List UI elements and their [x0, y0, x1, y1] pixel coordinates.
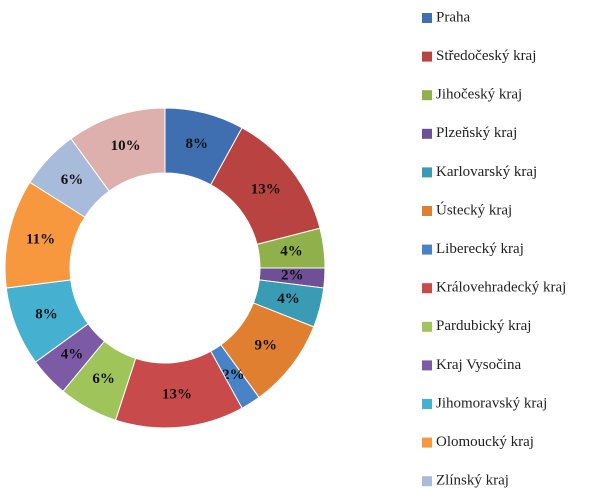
legend-swatch — [422, 244, 432, 255]
legend-swatch — [422, 437, 432, 448]
legend-swatch — [422, 206, 432, 216]
legend-label: Praha — [436, 9, 470, 25]
legend-label: Jihomoravský kraj — [436, 395, 547, 411]
data-label: 2% — [281, 267, 304, 283]
legend-label: Plzeňský kraj — [436, 125, 517, 141]
data-label: 13% — [251, 181, 281, 197]
legend-label: Kraj Vysočina — [436, 357, 521, 373]
legend-swatch — [422, 13, 432, 23]
data-label: 4% — [61, 347, 84, 363]
data-label: 4% — [280, 243, 303, 259]
data-label: 6% — [92, 371, 115, 387]
data-label: 9% — [254, 338, 277, 354]
legend-label: Královehradecký kraj — [436, 280, 566, 296]
data-label: 11% — [26, 232, 55, 248]
legend-swatch — [422, 283, 432, 294]
data-label: 13% — [162, 386, 192, 402]
legend-swatch — [422, 476, 432, 487]
donut-segment — [70, 107, 166, 192]
legend-label: Olomoucký kraj — [436, 434, 534, 450]
legend-label: Karlovarský kraj — [436, 164, 537, 180]
legend-label: Liberecký kraj — [436, 241, 524, 257]
legend-swatch — [422, 128, 432, 139]
data-label: 10% — [111, 138, 141, 154]
legend-label: Středočeský kraj — [436, 48, 536, 64]
data-label: 4% — [277, 291, 300, 307]
legend-label: Zlínský kraj — [436, 473, 509, 489]
data-label: 8% — [35, 306, 58, 322]
legend-swatch — [422, 90, 432, 101]
legend-swatch — [422, 321, 432, 332]
legend-swatch — [422, 360, 432, 371]
data-label: 6% — [61, 172, 84, 188]
data-label: 2% — [222, 367, 245, 383]
legend-swatch — [422, 167, 432, 178]
legend-label: Jihočeský kraj — [436, 87, 522, 103]
legend-swatch — [422, 399, 432, 409]
data-label: 8% — [185, 136, 208, 152]
legend-label: Ústecký kraj — [436, 201, 512, 218]
legend-label: Pardubický kraj — [436, 318, 531, 334]
legend-swatch — [422, 51, 432, 62]
